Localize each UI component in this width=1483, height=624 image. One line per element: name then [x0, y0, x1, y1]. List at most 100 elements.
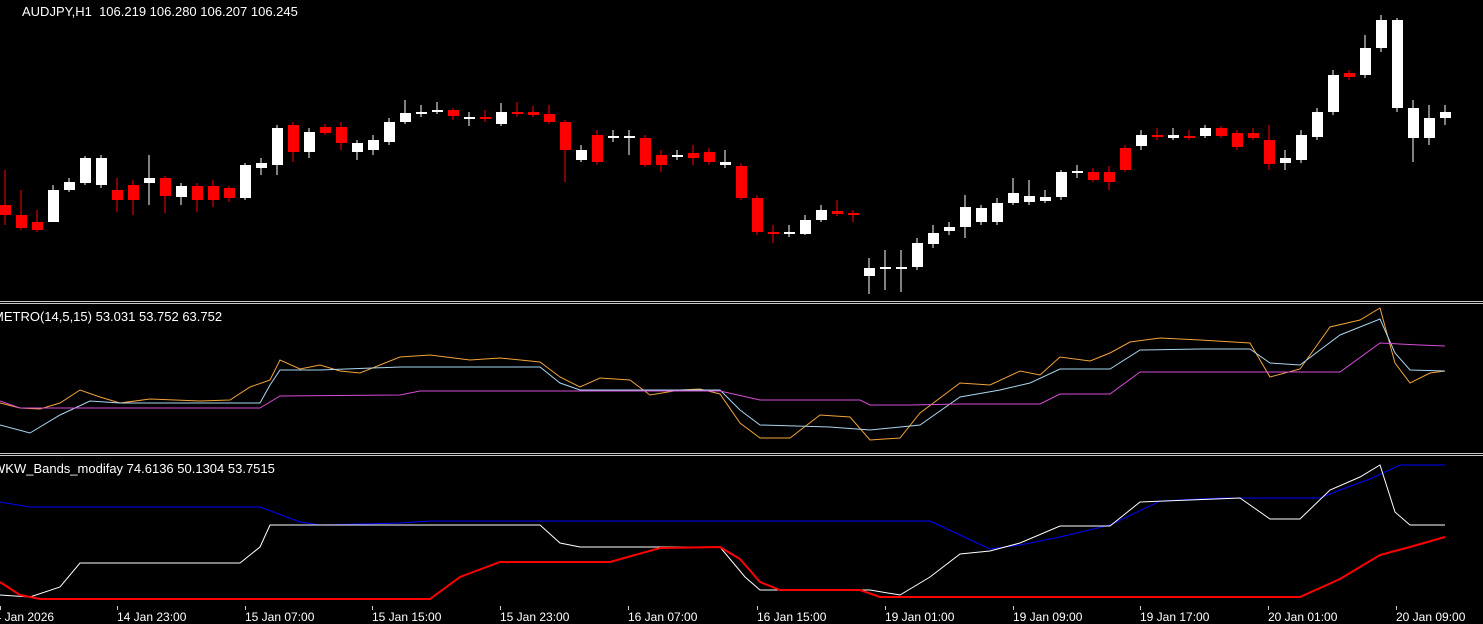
bands-indicator-pane[interactable]: WKW_Bands_modifay 74.6136 50.1304 53.751… [0, 457, 1483, 607]
candle [1280, 150, 1291, 170]
candle-body [1056, 172, 1067, 197]
candle [384, 118, 395, 145]
time-axis-label: 19 Jan 17:00 [1140, 610, 1210, 624]
time-axis-tick [885, 606, 886, 610]
candle-body [1008, 193, 1019, 203]
time-axis-tick [0, 606, 1, 610]
candle-body [1168, 135, 1179, 138]
candle-body [368, 140, 379, 150]
candle-body [976, 208, 987, 222]
candle-body [720, 162, 731, 165]
candle [752, 195, 763, 235]
time-axis-label: 15 Jan 15:00 [372, 610, 442, 624]
candle-body [256, 163, 267, 168]
candle-body [608, 136, 619, 138]
candle-body [1072, 171, 1083, 173]
time-axis-tick [1140, 606, 1141, 610]
candle [688, 145, 699, 165]
candle [224, 186, 235, 202]
candle-body [576, 150, 587, 160]
candle [1376, 15, 1387, 52]
candle [1200, 125, 1211, 138]
candle-body [192, 186, 203, 200]
candle-body [48, 190, 59, 222]
candle-body [16, 215, 27, 228]
candle [400, 100, 411, 124]
candle [128, 180, 139, 215]
candle-body [1152, 135, 1163, 137]
metro-indicator-pane[interactable]: METRO(14,5,15) 53.031 53.752 63.752 [0, 305, 1483, 452]
candle [48, 185, 59, 222]
candle [768, 225, 779, 243]
time-axis-tick [372, 606, 373, 610]
candle [1360, 35, 1371, 78]
candle [1248, 128, 1259, 140]
lower-band-line [0, 536, 1446, 600]
candle [544, 105, 555, 124]
candle [704, 148, 715, 165]
candle [784, 225, 795, 237]
pane-separator[interactable] [0, 301, 1483, 302]
candle [256, 158, 267, 175]
price-chart-pane[interactable]: AUDJPY,H1 106.219 106.280 106.207 106.24… [0, 0, 1483, 300]
metro-mid-line [0, 318, 1446, 434]
candle [112, 178, 123, 212]
pane-separator[interactable] [0, 303, 1483, 304]
candle [1424, 105, 1435, 145]
candle-body [352, 143, 363, 152]
candle-body [1248, 133, 1259, 138]
candle-body [176, 186, 187, 197]
time-axis-tick [1268, 606, 1269, 610]
candle [432, 102, 443, 114]
candle-body [1024, 196, 1035, 202]
candle-body [1376, 20, 1387, 48]
pane-separator[interactable] [0, 455, 1483, 456]
metro-slow-line [0, 342, 1446, 409]
candle-body [640, 138, 651, 165]
candle [592, 130, 603, 165]
candle-body [1216, 128, 1227, 136]
candle-body [1344, 73, 1355, 77]
candle-body [432, 110, 443, 112]
candle [1232, 130, 1243, 150]
time-axis-label: 19 Jan 01:00 [885, 610, 955, 624]
candle-body [656, 155, 667, 165]
candle [1152, 128, 1163, 140]
candle-body [560, 122, 571, 150]
time-axis-tick [1013, 606, 1014, 610]
candle [304, 128, 315, 158]
candle [560, 120, 571, 182]
candle [1264, 125, 1275, 170]
candle [288, 122, 299, 162]
time-axis-tick [245, 606, 246, 610]
candle-body [384, 122, 395, 142]
candle-body [448, 110, 459, 116]
candle [1408, 100, 1419, 162]
candle-body [496, 112, 507, 124]
time-axis-label: 20 Jan 01:00 [1268, 610, 1338, 624]
candle-body [1328, 75, 1339, 112]
candle-body [224, 188, 235, 198]
candle-body [880, 267, 891, 269]
candle-body [1296, 135, 1307, 160]
candle [992, 198, 1003, 225]
metro-fast-line [0, 307, 1446, 441]
candle [32, 210, 43, 232]
candle-body [160, 178, 171, 196]
time-axis-label: 16 Jan 15:00 [757, 610, 827, 624]
time-axis-tick [628, 606, 629, 610]
candle-body [96, 158, 107, 185]
time-axis-tick [757, 606, 758, 610]
candle-body [960, 207, 971, 227]
candle-body [736, 166, 747, 198]
candle-body [832, 211, 843, 214]
candle [960, 195, 971, 238]
candle-body [944, 227, 955, 231]
candle-body [704, 152, 715, 162]
pane-separator[interactable] [0, 453, 1483, 454]
candle-body [112, 190, 123, 200]
candle [1440, 105, 1451, 125]
candle-body [304, 132, 315, 152]
candle [64, 178, 75, 192]
candle-body [0, 205, 11, 215]
